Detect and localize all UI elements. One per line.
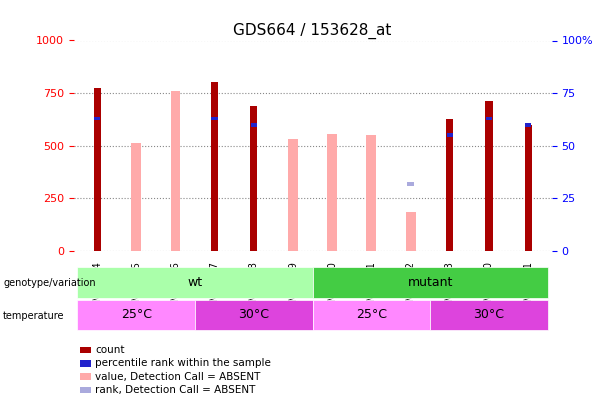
Text: genotype/variation: genotype/variation [3, 279, 96, 288]
Bar [408, 182, 414, 185]
Bar [250, 106, 257, 251]
Text: 30°C: 30°C [473, 308, 504, 322]
Bar [170, 91, 180, 251]
Text: 25°C: 25°C [121, 308, 152, 322]
Bar [211, 117, 218, 120]
FancyBboxPatch shape [313, 267, 548, 298]
Bar [447, 133, 453, 137]
Text: mutant: mutant [408, 276, 453, 289]
Text: count: count [95, 345, 124, 355]
Text: value, Detection Call = ABSENT: value, Detection Call = ABSENT [95, 372, 261, 382]
Bar [327, 134, 337, 251]
Text: percentile rank within the sample: percentile rank within the sample [95, 358, 271, 368]
Bar [288, 139, 298, 251]
Bar [211, 81, 218, 251]
Bar [131, 143, 141, 251]
FancyBboxPatch shape [77, 300, 195, 330]
Bar [446, 119, 454, 251]
Text: rank, Detection Call = ABSENT: rank, Detection Call = ABSENT [95, 385, 256, 395]
Bar [525, 125, 531, 251]
Bar [94, 117, 101, 120]
FancyBboxPatch shape [313, 300, 430, 330]
Bar [485, 100, 492, 251]
Text: wt: wt [188, 276, 203, 289]
FancyBboxPatch shape [430, 300, 548, 330]
Bar [367, 135, 376, 251]
Text: 30°C: 30°C [238, 308, 269, 322]
Title: GDS664 / 153628_at: GDS664 / 153628_at [234, 23, 392, 39]
FancyBboxPatch shape [77, 267, 313, 298]
Bar [251, 123, 257, 127]
FancyBboxPatch shape [195, 300, 313, 330]
Bar [94, 88, 101, 251]
Text: temperature: temperature [3, 311, 64, 321]
Bar [486, 117, 492, 120]
Bar [406, 212, 416, 251]
Text: 25°C: 25°C [356, 308, 387, 322]
Bar [525, 123, 531, 127]
